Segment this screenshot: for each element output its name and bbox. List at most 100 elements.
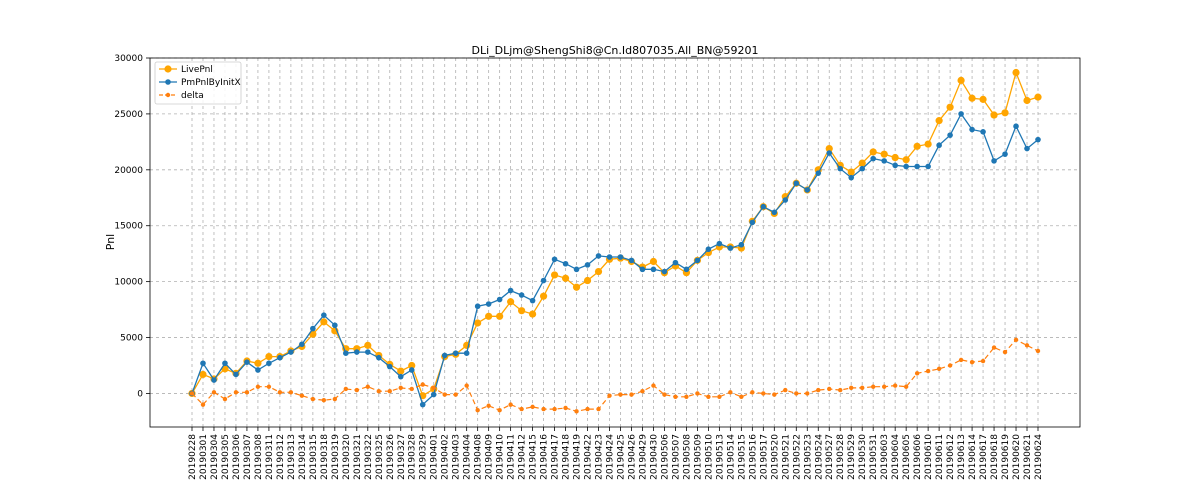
livepnl-point [583,276,592,285]
pmpnlbyinitx-point [441,352,448,359]
delta-point [508,402,513,407]
x-tick-label: 20190408 [474,434,484,480]
pmpnlbyinitx-point [881,158,887,164]
livepnl-point [1023,96,1031,105]
delta-point [739,394,744,400]
pmpnlbyinitx-point [386,363,393,370]
pmpnlbyinitx-point [661,268,668,275]
x-tick-label: 20190228 [188,434,198,480]
pmpnlbyinitx-point [354,349,360,355]
delta-point [464,383,469,388]
delta-point [321,397,327,403]
delta-point [772,392,777,397]
livepnl-point [539,292,548,300]
pmpnlbyinitx-point [848,174,855,181]
x-tick-label: 20190529 [847,434,857,480]
legend-swatch-marker [165,79,171,85]
x-tick-label: 20190319 [331,434,341,480]
livepnl-point [869,148,877,156]
pmpnlbyinitx-point [793,180,800,187]
livepnl-point [968,94,976,102]
x-tick-label: 20190329 [419,434,429,480]
x-tick-label: 20190612 [946,434,956,480]
delta-point [563,405,568,411]
pmpnlbyinitx-point [650,266,657,273]
delta-point [717,394,722,400]
x-tick-label: 20190311 [265,434,275,480]
x-tick-label: 20190417 [551,434,561,480]
livepnl-point [924,140,932,148]
livepnl-point [507,298,515,306]
delta-point [376,389,381,394]
x-tick-label: 20190419 [573,434,583,480]
x-tick-label: 20190527 [825,434,835,480]
pmpnlbyinitx-point [474,303,481,310]
pmpnlbyinitx-point [771,209,778,216]
x-tick-label: 20190606 [913,434,923,480]
x-tick-label: 20190424 [606,434,616,480]
pmpnlbyinitx-point [507,287,514,294]
delta-point [442,392,447,397]
pmpnlbyinitx-point [288,349,294,355]
x-tick-label: 20190513 [715,434,725,480]
pmpnlbyinitx-point [815,170,822,176]
delta-point [431,385,436,391]
pmpnlbyinitx-point [760,203,767,210]
x-tick-label: 20190409 [485,434,495,480]
delta-point [453,392,458,397]
pmpnlbyinitx-point [1035,136,1041,143]
pmpnlbyinitx-point [211,377,217,383]
delta-point [244,390,250,395]
delta-point [475,408,480,413]
pmpnlbyinitx-point [991,158,997,164]
pmpnlbyinitx-point [397,373,404,380]
livepnl-point [265,352,273,361]
x-tick-label: 20190510 [704,434,714,480]
x-tick-label: 20190307 [243,434,253,480]
y-tick-label: 15000 [114,222,143,232]
x-tick-label: 20190315 [309,434,319,480]
pmpnlbyinitx-point [529,297,536,304]
livepnl-point [518,307,526,315]
livepnl-point [649,257,658,266]
x-tick-label: 20190321 [353,434,363,480]
delta-point [409,386,414,392]
grid [150,57,1080,427]
delta-point [892,383,898,388]
pmpnlbyinitx-point [892,162,898,169]
pmpnlbyinitx-point [1013,123,1019,130]
delta-point [541,406,546,412]
delta-point [750,390,755,395]
x-tick-label: 20190402 [441,434,451,480]
x-tick-label: 20190516 [748,434,758,480]
livepnl-point [880,150,888,158]
x-tick-label: 20190617 [979,434,989,480]
x-tick-label: 20190326 [386,434,396,480]
delta-point [211,390,217,395]
pmpnlbyinitx-point [1024,145,1030,152]
pmpnlbyinitx-point [903,163,909,170]
pmpnlbyinitx-point [1002,151,1008,157]
pmpnlbyinitx-point [958,111,964,117]
x-tick-label: 20190618 [990,434,1000,480]
delta-point [706,394,711,400]
x-tick-label: 20190522 [792,434,802,480]
series-group [188,68,1042,414]
delta-point [497,408,502,413]
pmpnlbyinitx-point [222,360,228,367]
delta-point [486,403,491,408]
x-tick-label: 20190411 [507,434,517,480]
x-tick-label: 20190320 [342,434,352,480]
pmpnlbyinitx-point [936,142,942,149]
delta-point [332,396,338,402]
delta-point [398,385,403,391]
delta-point [662,392,667,397]
pmpnlbyinitx-point [716,240,723,247]
y-tick-label: 25000 [114,110,143,120]
pmpnlbyinitx-point [859,165,866,172]
x-tick-label: 20190422 [584,434,594,480]
pmpnlbyinitx-point [595,253,602,259]
pmpnlbyinitx-point [364,349,371,355]
delta-line [191,339,1039,412]
